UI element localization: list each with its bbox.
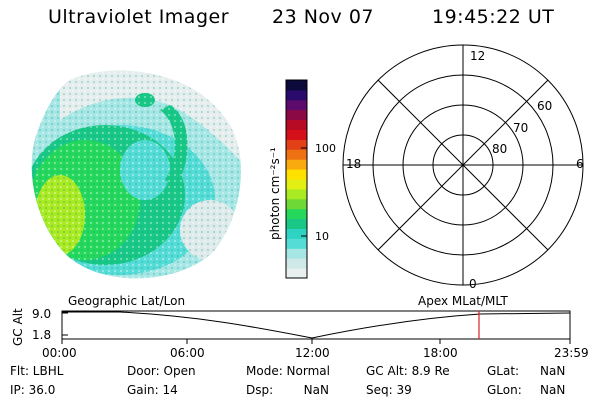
glon-label: GLon: bbox=[487, 383, 522, 397]
colorbar-segment bbox=[286, 139, 307, 150]
dsp-info: Dsp: NaN bbox=[246, 383, 329, 397]
time-label: 19:45:22 UT bbox=[432, 6, 555, 28]
colorbar-frame bbox=[285, 79, 308, 279]
colorbar-segment bbox=[286, 149, 307, 160]
glon-value: NaN bbox=[540, 383, 566, 397]
colorbar bbox=[285, 79, 308, 279]
mode-info: Mode: Normal bbox=[246, 364, 330, 378]
polar-plot bbox=[342, 44, 584, 286]
lat-label-80: 80 bbox=[492, 142, 507, 156]
seq-info: Seq: 39 bbox=[366, 383, 412, 397]
colorbar-segment bbox=[286, 80, 307, 91]
colorbar-segment bbox=[286, 228, 307, 239]
timeline-y-tick-9: 9.0 bbox=[32, 307, 51, 321]
colorbar-label: photon cm⁻²s⁻¹ bbox=[268, 147, 282, 240]
colorbar-segment bbox=[286, 248, 307, 259]
colorbar-segment bbox=[286, 109, 307, 121]
timeline-y-tick-1-8: 1.8 bbox=[32, 328, 51, 342]
mlt-label-0: 0 bbox=[469, 277, 477, 291]
app-title: Ultraviolet Imager bbox=[48, 6, 230, 28]
colorbar-segment bbox=[286, 198, 307, 210]
timeline-x-tick-06: 06:00 bbox=[170, 346, 205, 360]
colorbar-segment bbox=[286, 99, 307, 111]
timeline-x-tick-2359: 23:59 bbox=[554, 346, 589, 360]
timeline-y-label: GC Alt bbox=[11, 308, 25, 346]
gc-alt-info: GC Alt: 8.9 Re bbox=[366, 364, 450, 378]
colorbar-segment bbox=[286, 268, 307, 279]
colorbar-segment bbox=[286, 169, 307, 180]
lat-label-70: 70 bbox=[513, 121, 528, 135]
lat-label-60: 60 bbox=[537, 99, 552, 113]
colorbar-segment bbox=[286, 238, 307, 249]
flt-info: Flt: LBHL bbox=[10, 364, 64, 378]
date-label: 23 Nov 07 bbox=[272, 6, 375, 28]
glat-label: GLat: bbox=[487, 364, 520, 378]
uv-image bbox=[31, 70, 242, 279]
ip-info: IP: 36.0 bbox=[10, 383, 56, 397]
colorbar-segment bbox=[286, 159, 307, 170]
door-info: Door: Open bbox=[127, 364, 196, 378]
colorbar-segment bbox=[286, 218, 307, 229]
colorbar-tick-100: 100 bbox=[315, 142, 336, 155]
colorbar-segment bbox=[286, 208, 307, 220]
timeline-plot bbox=[61, 310, 571, 344]
mlt-label-18: 18 bbox=[346, 157, 361, 171]
mlt-label-6: 6 bbox=[576, 157, 584, 171]
timeline-left-title: Geographic Lat/Lon bbox=[68, 294, 185, 308]
glat-value: NaN bbox=[540, 364, 566, 378]
timeline-x-tick-00: 00:00 bbox=[42, 346, 77, 360]
colorbar-segment bbox=[286, 188, 307, 200]
mlt-label-12: 12 bbox=[470, 49, 485, 63]
colorbar-segment bbox=[286, 179, 307, 190]
timeline-right-title: Apex MLat/MLT bbox=[418, 294, 508, 308]
timeline-x-tick-12: 12:00 bbox=[295, 346, 330, 360]
colorbar-segment bbox=[286, 89, 307, 101]
colorbar-segment bbox=[286, 129, 307, 140]
gain-info: Gain: 14 bbox=[127, 383, 178, 397]
colorbar-segment bbox=[286, 258, 307, 269]
colorbar-segment bbox=[286, 119, 307, 130]
colorbar-tick-10: 10 bbox=[315, 230, 329, 243]
timeline-x-tick-18: 18:00 bbox=[423, 346, 458, 360]
